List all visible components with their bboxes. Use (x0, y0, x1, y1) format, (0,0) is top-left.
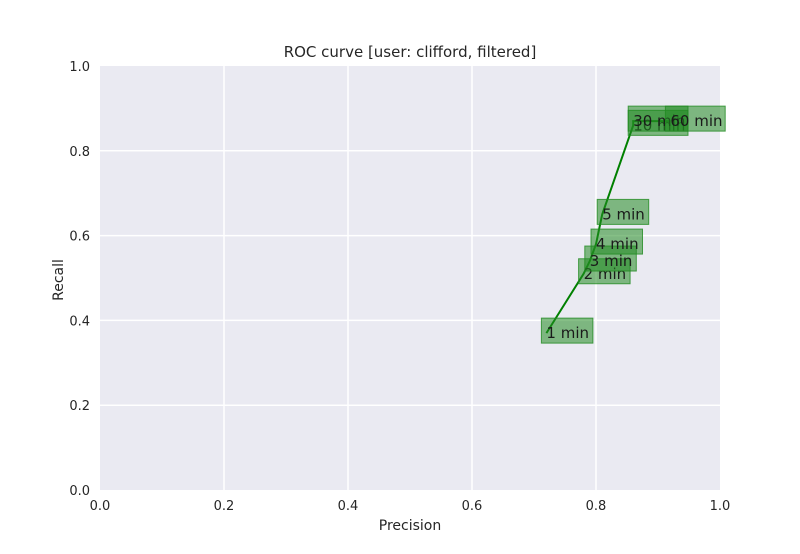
point-label-text: 1 min (546, 324, 589, 342)
x-tick-label: 0.2 (214, 499, 235, 514)
x-tick-label: 0.8 (586, 499, 607, 514)
y-tick-label: 0.0 (69, 484, 90, 499)
x-tick-label: 1.0 (710, 499, 731, 514)
point-label-text: 60 min (670, 112, 722, 130)
point-label-text: 4 min (596, 235, 639, 253)
x-axis-label: Precision (379, 518, 441, 534)
y-tick-label: 1.0 (69, 60, 90, 75)
point-label: 60 min (664, 105, 726, 132)
point-label-box (596, 198, 650, 225)
point-label-box (540, 317, 594, 344)
y-tick-label: 0.8 (69, 145, 90, 160)
y-axis-label: Recall (51, 259, 67, 301)
x-tick-label: 0.0 (90, 499, 111, 514)
x-tick-label: 0.4 (338, 499, 359, 514)
point-label: 4 min (590, 228, 643, 255)
x-tick-label: 0.6 (462, 499, 483, 514)
point-label-text: 5 min (602, 205, 645, 223)
chart-title: ROC curve [user: clifford, filtered] (284, 43, 537, 61)
point-label-box (664, 105, 726, 132)
point-label-box (590, 228, 643, 255)
y-tick-label: 0.4 (69, 314, 90, 329)
point-label-text: 3 min (590, 252, 633, 270)
point-label: 1 min (540, 317, 594, 344)
y-tick-label: 0.2 (69, 399, 90, 414)
tick-labels: 0.0 0.2 0.4 0.6 0.8 1.0 0.0 0.2 0.4 0.6 0.8 1.0 (69, 60, 730, 514)
y-tick-label: 0.6 (69, 230, 90, 245)
point-label: 5 min (596, 198, 650, 225)
